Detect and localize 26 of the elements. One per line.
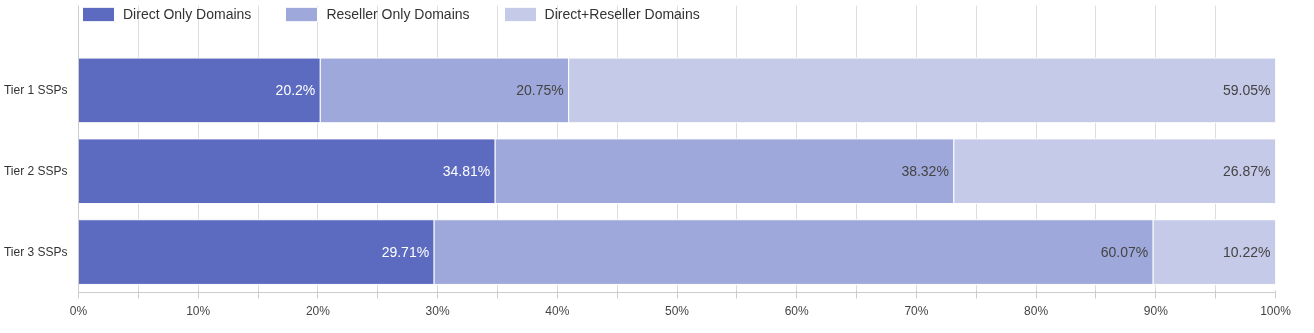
x-tick-label: 70%	[904, 303, 929, 318]
data-label: 10.22%	[1223, 244, 1271, 261]
x-tick-label: 90%	[1143, 303, 1169, 318]
legend-label: Direct Only Domains	[123, 6, 252, 22]
data-label: 34.81%	[442, 163, 491, 180]
x-tick-label: 30%	[425, 303, 450, 318]
x-tick-label: 50%	[664, 303, 690, 318]
y-tick-label: Tier 1 SSPs	[3, 83, 68, 98]
y-tick-label: Tier 2 SSPs	[3, 164, 68, 179]
data-label: 20.2%	[275, 82, 316, 99]
x-tick-label: 80%	[1024, 303, 1049, 318]
legend-label: Direct+Reseller Domains	[544, 6, 700, 22]
y-tick-label: Tier 3 SSPs	[3, 245, 68, 260]
data-label: 60.07%	[1100, 244, 1149, 261]
data-label: 20.75%	[516, 82, 564, 99]
x-tick-label: 40%	[545, 303, 570, 318]
x-tick-label: 100%	[1260, 303, 1292, 318]
legend-label: Reseller Only Domains	[326, 6, 470, 22]
x-tick-label: 60%	[784, 303, 810, 318]
x-tick-label: 0%	[69, 303, 88, 318]
x-tick-label: 20%	[305, 303, 331, 318]
x-tick-label: 10%	[186, 303, 211, 318]
data-label: 59.05%	[1223, 82, 1271, 99]
data-label: 29.71%	[381, 244, 430, 261]
data-label: 38.32%	[901, 163, 949, 180]
data-label: 26.87%	[1223, 163, 1271, 180]
